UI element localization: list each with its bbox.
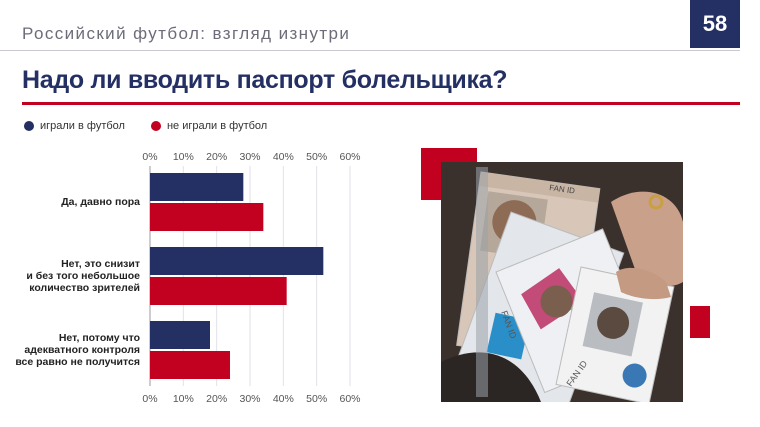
legend-label-played: играли в футбол [40, 120, 125, 132]
title-underline [22, 102, 740, 105]
x-tick-label-top: 10% [173, 151, 194, 163]
x-tick-label-bottom: 30% [239, 393, 260, 405]
x-tick-label-bottom: 60% [339, 393, 360, 405]
bar-not-played [150, 203, 264, 231]
x-tick-label-top: 50% [306, 151, 327, 163]
x-tick-label-bottom: 50% [306, 393, 327, 405]
x-tick-label-top: 0% [142, 151, 157, 163]
slide-title: Надо ли вводить паспорт болельщика? [22, 66, 508, 94]
legend-dot-played [24, 121, 34, 131]
fan-id-label-1: FAN ID [549, 183, 576, 196]
fan-id-photo: FAN ID FAN ID FAN ID [441, 162, 683, 402]
photo-accent-right [690, 306, 710, 338]
x-tick-label-top: 30% [239, 151, 260, 163]
legend-label-not-played: не играли в футбол [166, 120, 268, 132]
category-label: Нет, потому что адекватного контроля все р… [15, 332, 140, 368]
bar-played [150, 321, 210, 349]
bar-not-played [150, 277, 287, 305]
bar-not-played [150, 351, 230, 379]
bar-played [150, 247, 324, 275]
legend-item-played: играли в футбол [24, 120, 125, 132]
category-label: Нет, это снизит и без того небольшое колич… [26, 258, 140, 294]
x-tick-label-top: 40% [273, 151, 294, 163]
x-tick-label-top: 60% [339, 151, 360, 163]
header-rule [0, 50, 740, 51]
header-subtitle: Российский футбол: взгляд изнутри [22, 24, 351, 43]
bar-played [150, 173, 244, 201]
category-label: Да, давно пора [61, 196, 140, 208]
legend-item-not-played: не играли в футбол [150, 120, 268, 132]
x-tick-label-top: 20% [206, 151, 227, 163]
page-number: 58 [690, 0, 740, 48]
x-tick-label-bottom: 10% [173, 393, 194, 405]
legend-dot-not-played [150, 121, 161, 131]
x-tick-label-bottom: 0% [142, 393, 157, 405]
legend: играли в футбол не играли в футбол [24, 120, 267, 132]
x-tick-label-bottom: 40% [273, 393, 294, 405]
fan-id-illustration: FAN ID FAN ID FAN ID [441, 162, 683, 402]
x-tick-label-bottom: 20% [206, 393, 227, 405]
